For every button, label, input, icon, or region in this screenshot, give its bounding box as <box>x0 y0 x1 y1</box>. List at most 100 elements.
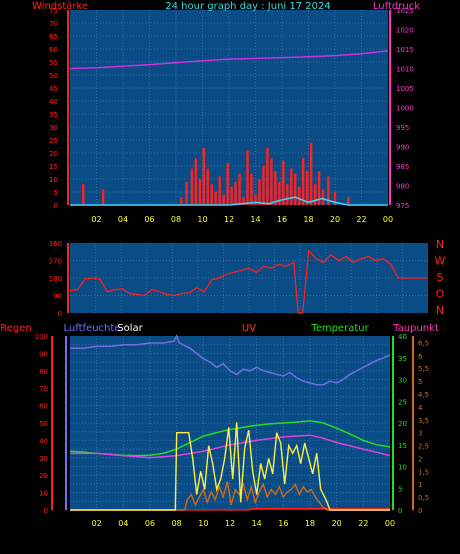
wind-bar <box>185 181 188 205</box>
time-tick-label: 14 <box>252 519 262 528</box>
wind-tick-label: 20 <box>49 150 58 158</box>
wind-bar <box>218 176 221 205</box>
temp-tick-label: 35 <box>398 355 407 363</box>
wind-tick-label: 15 <box>49 163 58 171</box>
compass-letter: W <box>435 255 446 268</box>
wind-bar <box>246 150 249 205</box>
climate-label-5: Taupunkt <box>392 323 439 334</box>
wind-bar <box>317 171 321 205</box>
time-tick-label: 20 <box>330 215 340 224</box>
wind-bar <box>313 184 317 205</box>
direction-panel-area <box>70 243 428 313</box>
wind-tick-label: 55 <box>49 59 58 67</box>
wind-tick-label: 70 <box>49 20 58 28</box>
uv-tick-label: 3 <box>418 430 422 438</box>
time-tick-label: 22 <box>356 215 366 224</box>
temp-tick-label: 15 <box>398 442 407 450</box>
climate-label-0: Regen <box>0 323 32 334</box>
uv-tick-label: 5,5 <box>418 365 429 373</box>
time-tick-label: 06 <box>144 215 154 224</box>
wind-bar <box>347 197 350 205</box>
wind-bar <box>198 179 202 205</box>
uv-tick-label: 4,5 <box>418 391 429 399</box>
uv-tick-label: 1 <box>418 481 422 489</box>
uv-tick-label: 2 <box>418 455 422 463</box>
wind-bar <box>238 173 241 205</box>
pressure-tick-label: 1005 <box>396 85 414 93</box>
wind-bar <box>290 168 293 205</box>
uv-tick-label: 6,5 <box>418 339 429 347</box>
wind-tick-label: 0 <box>54 202 58 210</box>
pressure-tick-label: 1025 <box>396 7 414 15</box>
uv-tick-label: 5 <box>418 378 422 386</box>
climate-label-2: Solar <box>117 323 143 334</box>
uv-line <box>70 481 390 511</box>
wind-bar <box>278 181 281 205</box>
chart-title: 24 hour graph day : Juni 17 2024 <box>165 1 331 12</box>
rain-tick-label: 70 <box>39 385 48 393</box>
time-tick-label: 22 <box>358 519 368 528</box>
wind-bar <box>180 197 183 205</box>
time-tick-label: 20 <box>332 519 342 528</box>
temp-tick-label: 0 <box>398 507 402 515</box>
wind-tick-label: 60 <box>49 46 58 54</box>
wind-bar <box>226 163 229 205</box>
wind-tick-label: 10 <box>49 176 58 184</box>
pressure-tick-label: 1015 <box>396 46 414 54</box>
pressure-tick-label: 980 <box>396 183 409 191</box>
solar-line <box>70 422 390 511</box>
time-tick-label: 10 <box>198 519 208 528</box>
wind-bar <box>230 186 233 205</box>
rain-tick-label: 90 <box>39 350 48 358</box>
rain-tick-label: 100 <box>35 333 48 341</box>
compass-letter: N <box>436 304 444 317</box>
wind-tick-label: 65 <box>49 33 58 41</box>
wind-bar <box>333 192 337 205</box>
wind-tick-label: 75 <box>49 7 58 15</box>
rain-tick-label: 60 <box>39 403 48 411</box>
compass-letter: N <box>436 238 444 251</box>
wind-bar <box>266 147 269 205</box>
wind-tick-label: 35 <box>49 111 58 119</box>
pressure-axis-label: Luftdruck <box>373 1 420 12</box>
rain-tick-label: 10 <box>39 490 48 498</box>
wind-tick-label: 45 <box>49 85 58 93</box>
time-tick-label: 16 <box>277 215 287 224</box>
temp-tick-label: 25 <box>398 398 407 406</box>
uv-tick-label: 1,5 <box>418 468 429 476</box>
wind-bar <box>282 160 285 205</box>
wind-bar <box>194 158 198 205</box>
wind-bar <box>254 194 257 205</box>
wind-bar <box>298 186 301 205</box>
time-tick-label: 08 <box>171 215 181 224</box>
time-tick-label: 12 <box>225 519 235 528</box>
pressure-line <box>69 50 389 70</box>
wind-bar <box>242 197 245 205</box>
uv-tick-label: 6 <box>418 352 423 360</box>
rain-tick-label: 30 <box>39 455 48 463</box>
temp-tick-label: 20 <box>398 420 407 428</box>
rain-tick-label: 20 <box>39 472 48 480</box>
rain-tick-label: 40 <box>39 437 48 445</box>
wind-bar <box>262 166 265 205</box>
time-tick-label: 10 <box>197 215 207 224</box>
uv-tick-label: 0 <box>418 507 422 515</box>
direction-tick-label: 270 <box>49 258 62 266</box>
wind-bar <box>286 184 289 205</box>
climate-label-4: Temperatur <box>310 323 369 334</box>
time-tick-label: 02 <box>91 215 101 224</box>
wind-bar <box>206 168 209 205</box>
wind-tick-label: 5 <box>54 189 58 197</box>
rain-tick-label: 50 <box>39 420 48 428</box>
direction-tick-label: 90 <box>53 293 62 301</box>
wind-bar <box>190 168 194 205</box>
wind-bar <box>302 158 305 205</box>
time-tick-label: 18 <box>305 519 315 528</box>
pressure-tick-label: 1000 <box>396 105 414 113</box>
temp-tick-label: 30 <box>398 377 407 385</box>
wind-bar <box>210 184 213 205</box>
pressure-tick-label: 975 <box>396 202 409 210</box>
temp-tick-label: 40 <box>398 333 407 341</box>
wind-bar <box>270 158 273 205</box>
wind-bar <box>305 171 309 205</box>
